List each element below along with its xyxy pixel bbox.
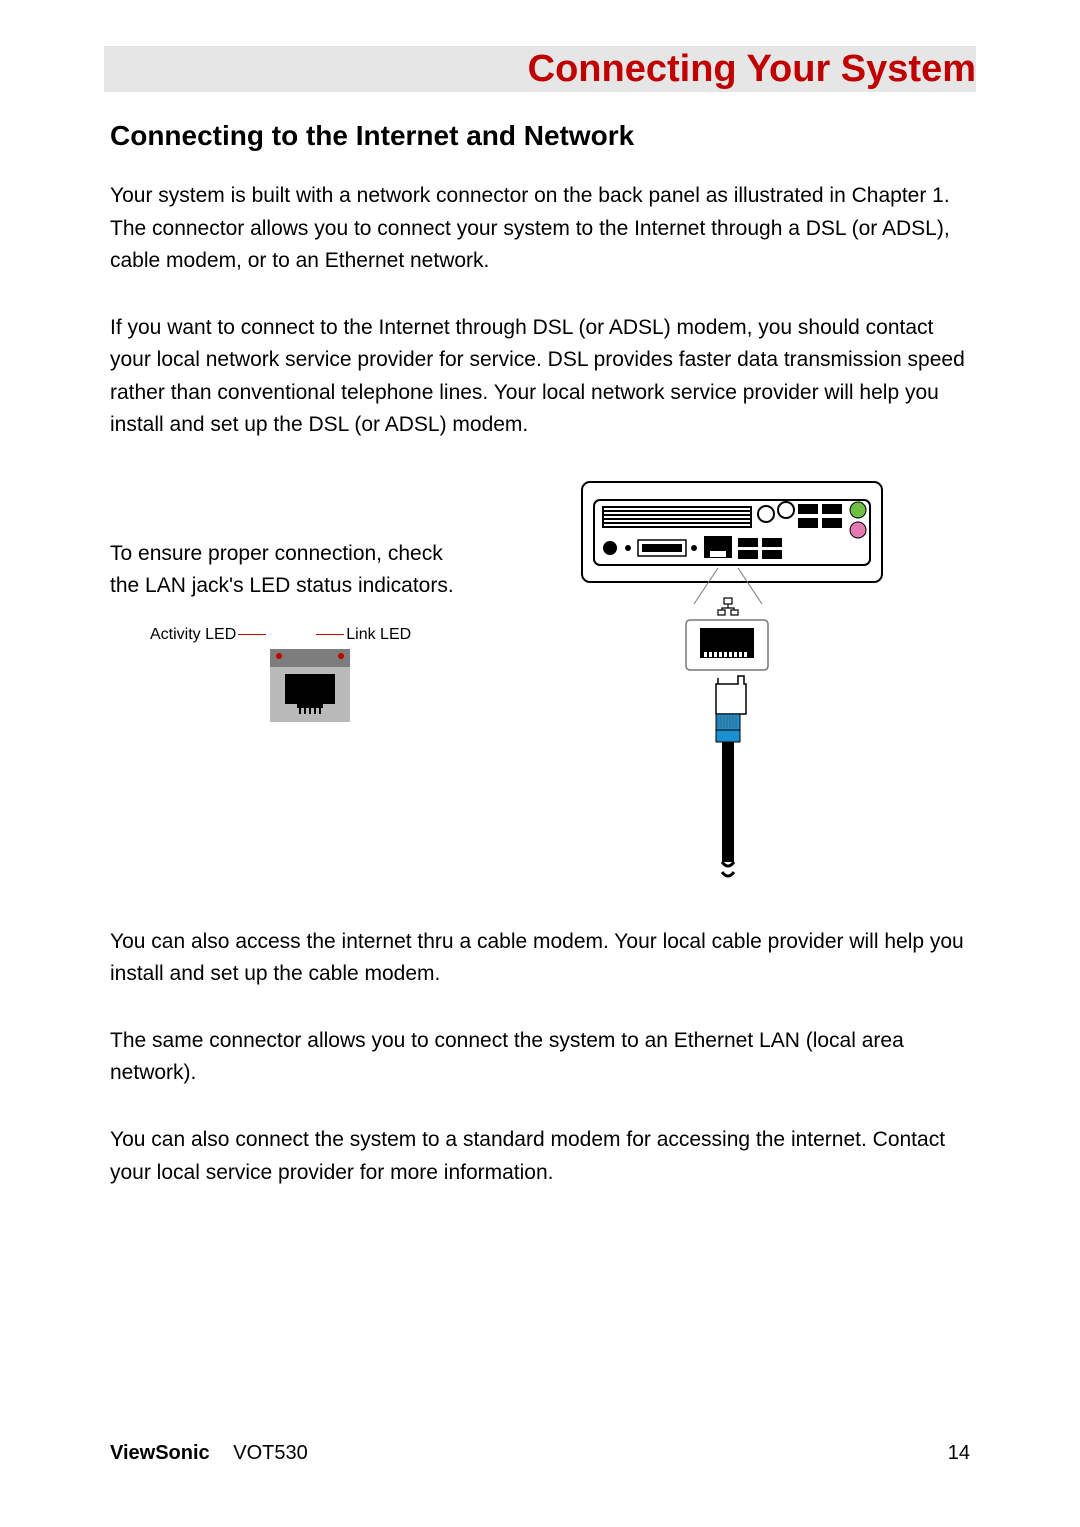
paragraph-1: Your system is built with a network conn… (110, 180, 970, 278)
footer-brand: ViewSonic (110, 1442, 210, 1464)
paragraph-3: You can also access the internet thru a … (110, 926, 970, 991)
chapter-header-band: Connecting Your System (104, 46, 976, 92)
link-led-label: Link LED (346, 626, 411, 644)
content-area: Connecting to the Internet and Network Y… (110, 120, 970, 1223)
paragraph-5: You can also connect the system to a sta… (110, 1124, 970, 1189)
figure-area: To ensure proper connection, check the L… (110, 476, 970, 906)
activity-led-line (238, 634, 266, 635)
rj45-jack-diagram (265, 644, 355, 734)
link-led-line (316, 634, 344, 635)
section-title: Connecting to the Internet and Network (110, 120, 970, 152)
led-labels: Activity LED Link LED (150, 626, 480, 644)
page-number: 14 (948, 1442, 970, 1465)
figure-caption-left: To ensure proper connection, check the L… (110, 538, 470, 603)
activity-led-label: Activity LED (150, 626, 236, 644)
footer-left: ViewSonic VOT530 (110, 1442, 308, 1465)
page-footer: ViewSonic VOT530 14 (110, 1442, 970, 1465)
chapter-title: Connecting Your System (528, 48, 976, 91)
system-back-panel-diagram (578, 476, 898, 886)
footer-model: VOT530 (233, 1442, 307, 1464)
paragraph-4: The same connector allows you to connect… (110, 1025, 970, 1090)
paragraph-2: If you want to connect to the Internet t… (110, 312, 970, 442)
